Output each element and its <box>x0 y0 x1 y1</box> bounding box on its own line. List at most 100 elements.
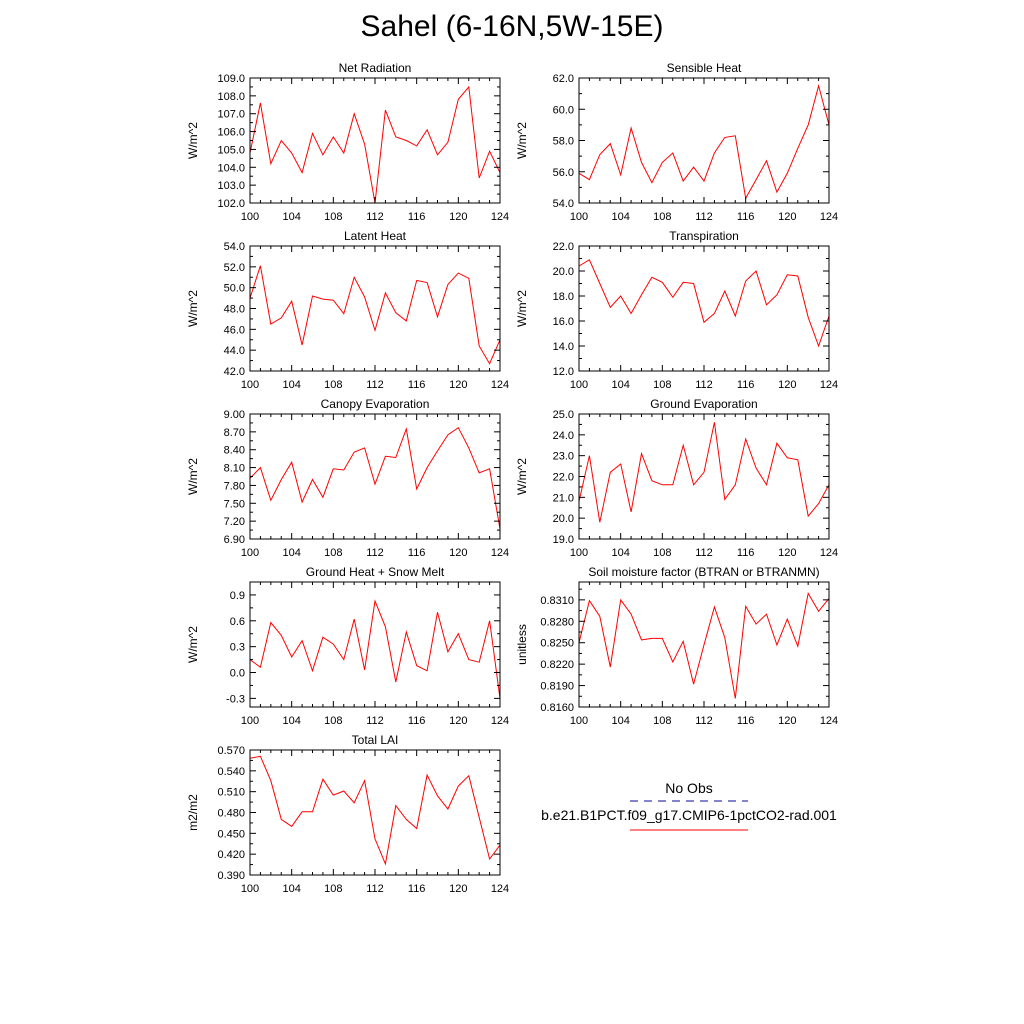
y-tick-label: 0.8250 <box>540 638 574 650</box>
panel-title: Canopy Evaporation <box>321 397 430 411</box>
x-tick-label: 116 <box>737 547 755 559</box>
y-tick-label: 0.420 <box>217 849 245 861</box>
y-tick-label: 18.0 <box>553 291 574 303</box>
y-tick-label: 14.0 <box>553 341 574 353</box>
x-tick-label: 124 <box>820 547 838 559</box>
y-axis-label: W/m^2 <box>186 458 200 495</box>
y-tick-label: 56.0 <box>553 167 574 179</box>
y-tick-label: 0.510 <box>217 787 245 799</box>
x-tick-label: 124 <box>491 883 509 895</box>
y-tick-label: 19.0 <box>553 534 574 546</box>
series-line <box>578 83 830 200</box>
x-tick-label: 116 <box>408 379 426 391</box>
plot-frame <box>578 245 830 372</box>
y-tick-label: 62.0 <box>553 73 574 85</box>
x-tick-label: 124 <box>491 211 509 223</box>
x-tick-label: 112 <box>695 547 713 559</box>
chart-panel-0: 100 104 108 112 116 120 124 102.0 103.0 104.0 105.… <box>186 61 509 223</box>
plot-frame <box>578 77 830 204</box>
plot-frame <box>249 413 501 540</box>
x-tick-label: 108 <box>324 715 342 727</box>
x-tick-label: 120 <box>449 715 467 727</box>
series-line <box>249 426 501 529</box>
x-tick-label: 116 <box>408 715 426 727</box>
chart-panel-1: 100 104 108 112 116 120 124 54.0 56.0 58.0 60.0 62.… <box>515 61 838 223</box>
y-tick-label: 12.0 <box>553 366 574 378</box>
x-tick-label: 104 <box>282 883 300 895</box>
y-tick-label: 7.50 <box>224 498 245 510</box>
panel-title: Latent Heat <box>344 229 407 243</box>
y-tick-label: 60.0 <box>553 104 574 116</box>
panel-title: Sensible Heat <box>667 61 742 75</box>
x-tick-label: 100 <box>241 547 259 559</box>
y-tick-label: 46.0 <box>224 324 245 336</box>
x-tick-label: 112 <box>695 379 713 391</box>
x-tick-label: 124 <box>491 379 509 391</box>
series-line <box>249 599 501 699</box>
chart-panel-7: 100 104 108 112 116 120 124 0.8160 0.8190 0.8220 0… <box>515 565 838 727</box>
y-tick-label: 44.0 <box>224 345 245 357</box>
x-tick-label: 120 <box>778 715 796 727</box>
x-tick-label: 100 <box>570 547 588 559</box>
page-title: Sahel (6-16N,5W-15E) <box>360 10 664 43</box>
y-axis-label: W/m^2 <box>515 290 529 327</box>
y-tick-label: 7.20 <box>224 516 245 528</box>
chart-panel-8: 100 104 108 112 116 120 124 0.390 0.420 0.450 0.48… <box>186 733 509 895</box>
x-tick-label: 112 <box>366 883 384 895</box>
x-tick-label: 100 <box>570 379 588 391</box>
y-tick-label: 0.8310 <box>540 595 574 607</box>
x-tick-label: 120 <box>449 883 467 895</box>
x-tick-label: 120 <box>778 379 796 391</box>
x-tick-label: 112 <box>695 211 713 223</box>
x-tick-label: 116 <box>737 211 755 223</box>
y-axis-label: W/m^2 <box>186 626 200 663</box>
x-tick-label: 108 <box>653 547 671 559</box>
x-tick-label: 112 <box>366 715 384 727</box>
plot-frame <box>578 413 830 540</box>
x-tick-label: 116 <box>408 547 426 559</box>
y-tick-label: 8.40 <box>224 445 245 457</box>
y-axis-label: W/m^2 <box>186 290 200 327</box>
x-tick-label: 120 <box>449 547 467 559</box>
y-tick-label: 106.0 <box>217 127 245 139</box>
x-tick-label: 116 <box>737 715 755 727</box>
y-tick-label: 0.8280 <box>540 616 574 628</box>
y-tick-label: 103.0 <box>217 180 245 192</box>
y-tick-label: 50.0 <box>224 283 245 295</box>
y-tick-label: 104.0 <box>217 162 245 174</box>
y-tick-label: 0.9 <box>230 590 245 602</box>
series-line <box>578 592 830 699</box>
x-tick-label: 112 <box>695 715 713 727</box>
series-line <box>249 265 501 365</box>
x-tick-label: 108 <box>324 211 342 223</box>
x-tick-label: 108 <box>653 211 671 223</box>
x-tick-label: 104 <box>282 211 300 223</box>
y-tick-label: 108.0 <box>217 91 245 103</box>
y-tick-label: 0.8160 <box>540 702 574 714</box>
y-tick-label: 58.0 <box>553 136 574 148</box>
y-axis-label: W/m^2 <box>186 122 200 159</box>
panel-title: Ground Evaporation <box>650 397 757 411</box>
y-tick-label: 23.0 <box>553 451 574 463</box>
y-tick-label: 0.6 <box>230 616 245 628</box>
y-tick-label: 105.0 <box>217 144 245 156</box>
panel-title: Total LAI <box>352 733 399 747</box>
y-tick-label: 0.450 <box>217 828 245 840</box>
y-axis-label: W/m^2 <box>515 122 529 159</box>
x-tick-label: 104 <box>611 547 629 559</box>
y-tick-label: 0.390 <box>217 870 245 882</box>
x-tick-label: 120 <box>778 211 796 223</box>
y-axis-label: unitless <box>515 624 529 665</box>
y-tick-label: 107.0 <box>217 109 245 121</box>
series-line <box>578 259 830 348</box>
x-tick-label: 124 <box>820 379 838 391</box>
y-tick-label: 20.0 <box>553 266 574 278</box>
series-line <box>249 755 501 866</box>
y-tick-label: 42.0 <box>224 366 245 378</box>
y-tick-label: 16.0 <box>553 316 574 328</box>
plot-frame <box>249 77 501 204</box>
y-tick-label: 8.70 <box>224 427 245 439</box>
y-tick-label: 7.80 <box>224 480 245 492</box>
